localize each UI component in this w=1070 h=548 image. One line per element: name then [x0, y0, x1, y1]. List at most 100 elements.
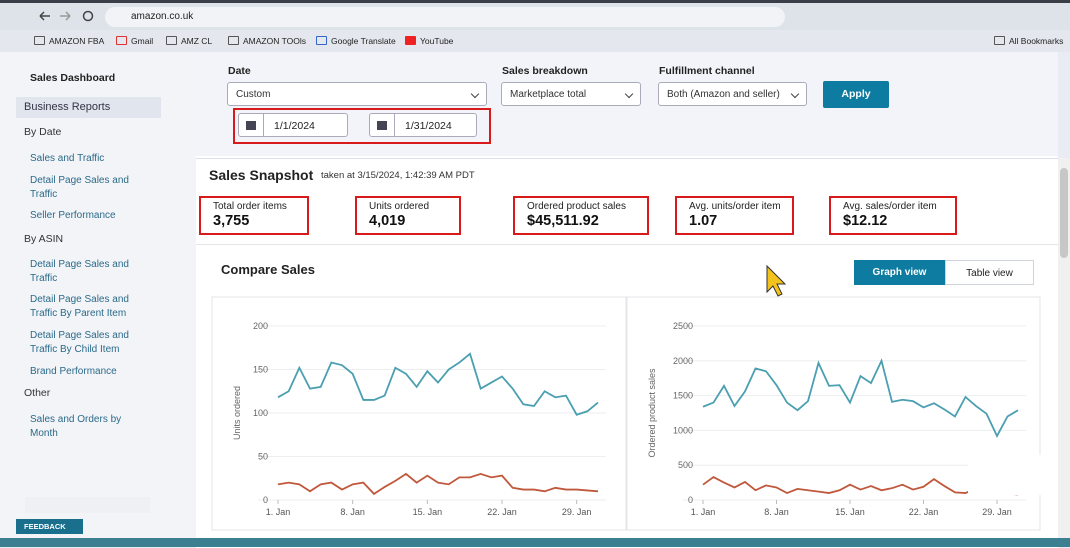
bottom-bar: [0, 538, 1070, 547]
x-tick-label: 15. Jan: [413, 507, 443, 517]
bookmark-label: YouTube: [420, 36, 454, 46]
x-tick-label: 1. Jan: [266, 507, 291, 517]
y-axis-label: Ordered product sales: [647, 368, 657, 458]
overlay: [968, 455, 1058, 495]
highlight-box: [233, 108, 491, 144]
metric-label: Avg. sales/order item: [843, 201, 937, 212]
metric: Units ordered 4,019: [355, 196, 461, 235]
nav-buttons[interactable]: [30, 6, 100, 26]
filter-label: Sales breakdown: [502, 65, 588, 77]
metric-label: Units ordered: [369, 201, 430, 212]
graph-view-button[interactable]: Graph view: [854, 260, 945, 285]
bookmark-label: AMAZON FBA: [49, 36, 105, 46]
bookmark-label: Gmail: [131, 36, 154, 46]
metric: Avg. sales/order item $12.12: [829, 196, 957, 235]
sidebar-link[interactable]: Sales and Orders by Month: [30, 414, 122, 439]
y-tick-label: 200: [253, 321, 268, 331]
metric-value: $12.12: [843, 213, 888, 229]
y-tick-label: 500: [678, 460, 693, 470]
metric: Total order items 3,755: [199, 196, 309, 235]
group-heading: Other: [24, 387, 51, 399]
sidebar-link[interactable]: Brand Performance: [30, 366, 117, 377]
x-tick-label: 15. Jan: [835, 507, 865, 517]
y-tick-label: 0: [688, 495, 693, 505]
end-date-text: 1/31/2024: [405, 120, 452, 132]
y-tick-label: 1000: [673, 425, 693, 435]
y-tick-label: 100: [253, 408, 268, 418]
snapshot-time: taken at 3/15/2024, 1:42:39 AM PDT: [321, 170, 475, 181]
series-line: [702, 475, 1019, 496]
metric-value: $45,511.92: [527, 213, 599, 229]
date-select[interactable]: Custom: [227, 82, 487, 106]
y-tick-label: 2000: [673, 356, 693, 366]
filter-label: Date: [228, 65, 251, 77]
y-tick-label: 50: [258, 452, 268, 462]
metric-label: Ordered product sales: [527, 201, 626, 212]
sidebar-link[interactable]: Detail Page Sales and Traffic By Parent …: [30, 294, 129, 319]
metric-label: Total order items: [213, 201, 287, 212]
x-tick-label: 1. Jan: [691, 507, 716, 517]
sidebar-link[interactable]: Seller Performance: [30, 210, 116, 221]
bookmark[interactable]: AMZ CL: [166, 36, 212, 46]
cursor: [766, 264, 787, 297]
metric-value: 1.07: [689, 213, 718, 229]
start-date[interactable]: 1/1/2024: [238, 113, 348, 137]
feedback-button[interactable]: FEEDBACK: [16, 519, 83, 534]
group-heading: By Date: [24, 126, 62, 138]
sidebar-link[interactable]: Sales and Traffic: [30, 153, 105, 164]
bookmark[interactable]: Gmail: [116, 36, 153, 46]
overlay: [25, 497, 150, 513]
bookmark[interactable]: AMAZON FBA: [34, 36, 104, 46]
bookmark[interactable]: All Bookmarks: [994, 36, 1063, 46]
bookmark[interactable]: Google Translate: [316, 36, 396, 46]
x-tick-label: 8. Jan: [340, 507, 365, 517]
metric-label: Avg. units/order item: [689, 201, 781, 212]
table-view-button[interactable]: Table view: [945, 260, 1034, 285]
bookmarks-bar: AMAZON FBA Gmail AMZ CL AMAZON TOOls Goo…: [0, 30, 1070, 52]
charts: 0 50 100 150 200 1. Jan 8. Jan 15. Jan 22. Jan 29…: [25, 296, 1058, 531]
sidebar-link[interactable]: Detail Page Sales and Traffic: [30, 175, 129, 200]
x-tick-label: 8. Jan: [764, 507, 789, 517]
sidebar: Sales Dashboard Business Reports By Date…: [0, 52, 196, 547]
start-date-text: 1/1/2024: [274, 120, 315, 132]
x-tick-label: 29. Jan: [562, 507, 592, 517]
sidebar-link[interactable]: Detail Page Sales and Traffic: [30, 259, 129, 284]
y-tick-label: 0: [263, 495, 268, 505]
group-heading: By ASIN: [24, 233, 64, 245]
metric-value: 3,755: [213, 213, 250, 229]
series-line: [702, 358, 1019, 438]
series-line: [277, 352, 599, 416]
fulfillment-select[interactable]: Both (Amazon and seller): [658, 82, 807, 106]
browser-toolbar: amazon.co.uk: [0, 0, 1070, 30]
bookmark-label: AMZ CL: [181, 36, 213, 46]
sidebar-selected[interactable]: Business Reports: [16, 97, 161, 118]
snapshot-title: Sales Snapshot: [209, 167, 314, 183]
end-date[interactable]: 1/31/2024: [369, 113, 477, 137]
filters: Date Custom 1/1/2024 1/31/2024 Sales bre…: [196, 52, 1058, 156]
x-tick-label: 29. Jan: [982, 507, 1012, 517]
y-axis-label: Units ordered: [232, 386, 242, 440]
bookmark-label: All Bookmarks: [1009, 36, 1064, 46]
breakdown-select[interactable]: Marketplace total: [501, 82, 641, 106]
sidebar-link[interactable]: Detail Page Sales and Traffic By Child I…: [30, 330, 129, 355]
bookmark-label: Google Translate: [331, 36, 396, 46]
scrollbar[interactable]: [1058, 158, 1070, 538]
bookmark[interactable]: YouTube: [405, 36, 453, 46]
y-tick-label: 2500: [673, 321, 693, 331]
metric: Ordered product sales $45,511.92: [513, 196, 649, 235]
apply-button[interactable]: Apply: [823, 81, 889, 108]
metric-value: 4,019: [369, 213, 406, 229]
sales-snapshot: Sales Snapshot taken at 3/15/2024, 1:42:…: [196, 158, 1058, 245]
bookmark-label: AMAZON TOOls: [243, 36, 306, 46]
x-tick-label: 22. Jan: [909, 507, 939, 517]
sidebar-title: Sales Dashboard: [30, 72, 116, 84]
scroll-thumb: [1060, 168, 1068, 258]
address-bar[interactable]: amazon.co.uk: [105, 7, 785, 27]
y-tick-label: 1500: [673, 391, 693, 401]
compare-title: Compare Sales: [221, 262, 315, 277]
x-tick-label: 22. Jan: [487, 507, 517, 517]
bookmark[interactable]: AMAZON TOOls: [228, 36, 306, 46]
filter-label: Fulfillment channel: [659, 65, 755, 77]
series-line: [277, 472, 599, 496]
